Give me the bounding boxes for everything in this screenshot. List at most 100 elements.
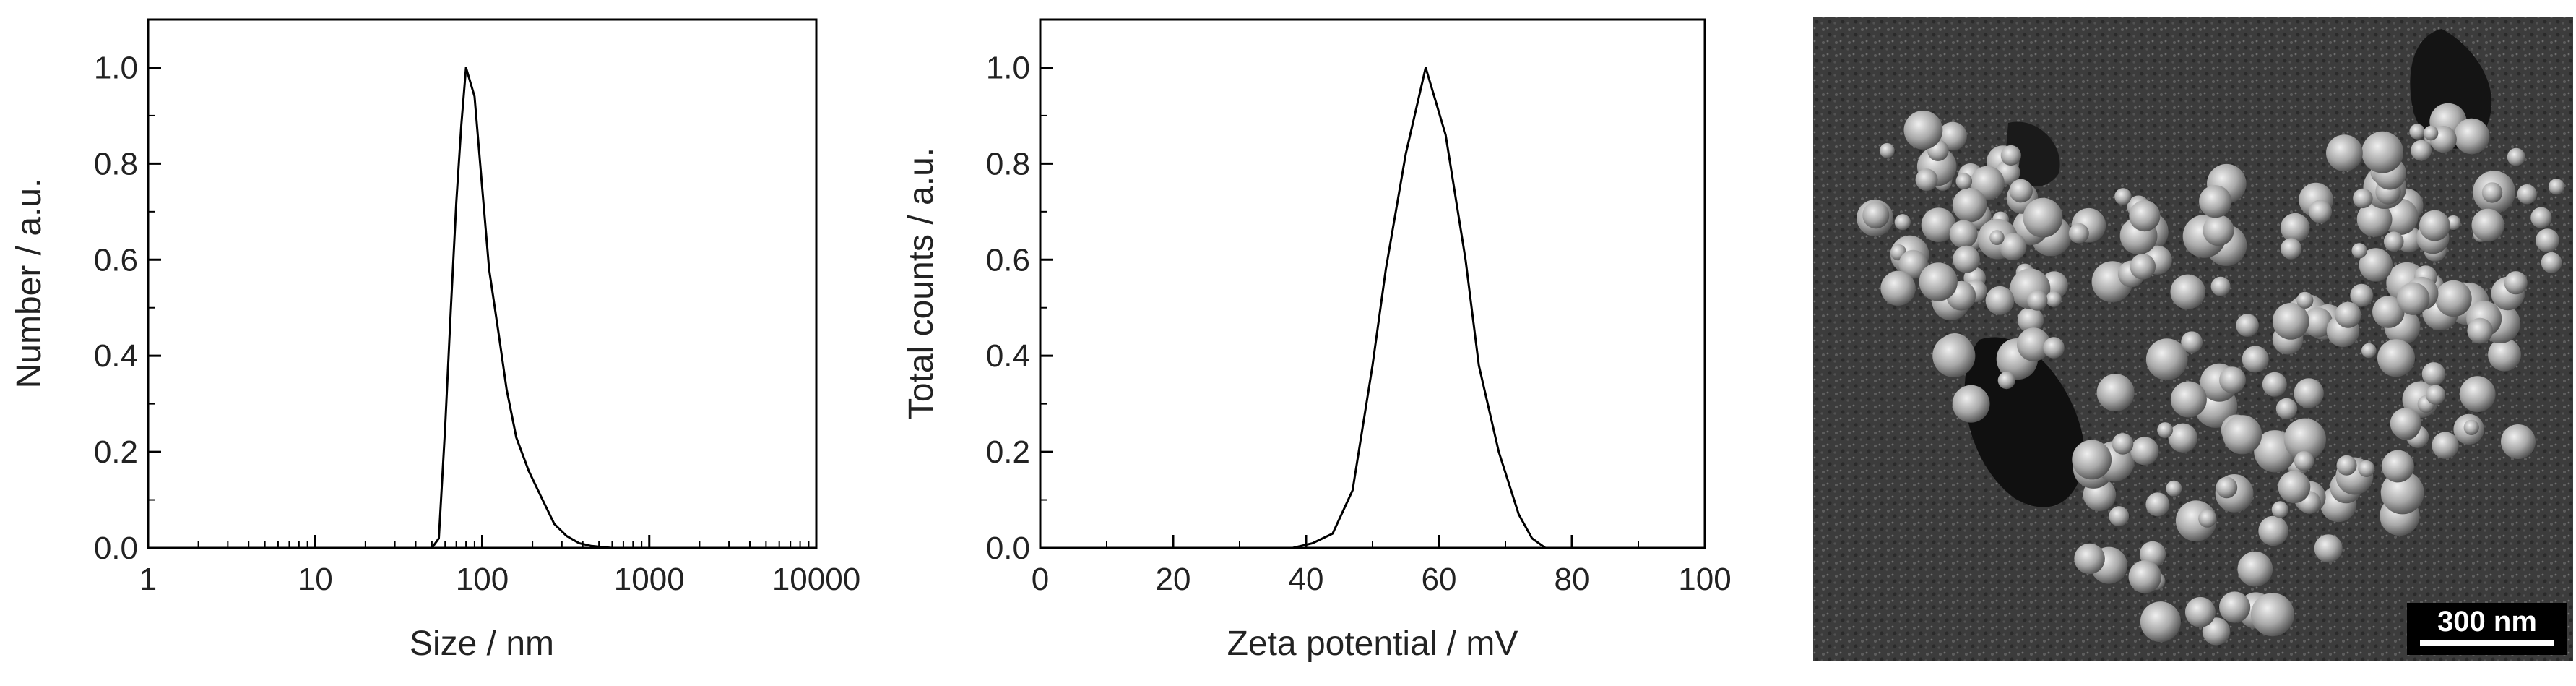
sem-particle [2046,291,2062,307]
sem-particle [2128,560,2161,593]
sem-particle [2250,593,2294,637]
sem-particle [2481,182,2503,203]
sem-particle [2314,534,2343,563]
sem-particle [2359,248,2393,282]
chart-1-x-tick-label: 1000 [614,562,685,597]
sem-particle [2203,215,2234,246]
sem-particle [2236,314,2259,337]
chart-2-y-tick-label: 0.0 [986,531,1030,566]
sem-particle [2280,213,2310,243]
chart-2-y-tick-label: 0.8 [986,146,1030,181]
chart-1-y-tick-label: 1.0 [94,50,138,85]
sem-particle [2112,433,2134,455]
sem-particle [2351,243,2367,259]
chart-1-frame [147,18,818,549]
sem-particle [1952,188,1987,223]
sem-particle [2426,385,2446,405]
chart-2-y-tick-label: 0.4 [986,338,1030,374]
sem-particle [2548,179,2565,195]
sem-particle [2421,362,2446,386]
sem-particle [2114,188,2132,205]
chart-1-y-tick-label: 0.0 [94,531,138,566]
chart-2-x-tick-label: 20 [1156,562,1191,597]
chart-2-ylabel: Total counts / a.u. [902,147,941,419]
chart-2-y-tick-label: 0.2 [986,434,1030,470]
sem-scale-bar-line [2420,640,2554,646]
sem-scale-bar: 300 nm [2407,603,2567,655]
sem-particle [2140,601,2181,643]
sem-particle [2335,301,2361,328]
sem-particle [2199,185,2232,218]
sem-particle [2074,543,2105,575]
sem-particle [2219,366,2246,394]
sem-particle [2096,374,2135,412]
sem-particle [2283,418,2326,460]
sem-particle [2361,131,2404,173]
sem-particle [2380,471,2424,515]
sem-particle [2419,210,2450,241]
sem-particle [2501,424,2536,459]
sem-particle [2168,423,2197,453]
sem-particle [1880,270,1916,306]
chart-1-y-tick-label: 0.8 [94,146,138,181]
sem-particle [2353,188,2373,209]
sem-particle [2326,134,2363,172]
sem-void [1964,337,2085,507]
sem-particle [2397,282,2430,315]
sem-particle [2409,124,2425,140]
sem-particle [2216,476,2238,499]
sem-particle [2170,381,2207,418]
sem-particle [2423,125,2439,141]
chart-2-x-tick-label: 100 [1678,562,1731,597]
sem-particle [2043,337,2065,359]
sem-particle [2463,419,2479,435]
sem-micrograph: 300 nm [1813,17,2573,661]
sem-particle [1879,142,1895,158]
chart-1-x-tick-label: 10 [298,562,333,597]
chart-1-series-line [431,67,613,549]
chart-1-x-tick-label: 1 [139,562,157,597]
sem-particle [2198,509,2217,528]
sem-particle [2129,200,2161,232]
sem-particle [1915,168,1938,192]
sem-scale-bar-label: 300 nm [2437,606,2537,638]
chart-2-y-tick-label: 1.0 [986,50,1030,85]
sem-particle [2072,440,2112,480]
sem-particle [2361,343,2377,359]
sem-particle [2530,207,2552,228]
sem-particle [2294,451,2314,471]
chart-2-x-tick-label: 80 [1555,562,1590,597]
zeta-potential-chart: 0 20 40 60 80 100 0.0 0.2 0.4 0.6 0.8 1.0 Zeta pote… [902,18,1732,663]
sem-particle [2145,338,2188,380]
sem-particle [2488,338,2521,372]
sem-particle [2130,437,2159,466]
sem-particle [2109,506,2130,527]
sem-particle [2358,460,2375,477]
sem-particle [2258,515,2288,546]
sem-particle [2296,291,2314,309]
chart-1-ylabel: Number / a.u. [10,179,48,389]
sem-particle [2202,617,2231,646]
sem-particle [2383,231,2404,252]
sem-particle [2237,551,2273,587]
chart-1-x-tick-label: 10000 [772,562,860,597]
chart-1-x-tick-label: 100 [456,562,509,597]
sem-particle [2027,290,2048,311]
sem-particle [2435,280,2472,317]
sem-particle [1985,286,2015,315]
sem-particle [2356,201,2393,237]
chart-1-xlabel: Size / nm [410,625,554,663]
sem-particle [2275,398,2298,420]
sem-particle [2017,306,2044,333]
sem-particle [2377,339,2415,377]
sem-particle [2536,228,2559,252]
sem-particle [2432,432,2459,459]
sem-particles [1857,103,2565,646]
sem-particle [2336,455,2357,476]
sem-particle [2130,254,2156,280]
sem-particle [2210,276,2231,296]
sem-particle [1997,372,2015,390]
sem-particle [2184,596,2216,627]
